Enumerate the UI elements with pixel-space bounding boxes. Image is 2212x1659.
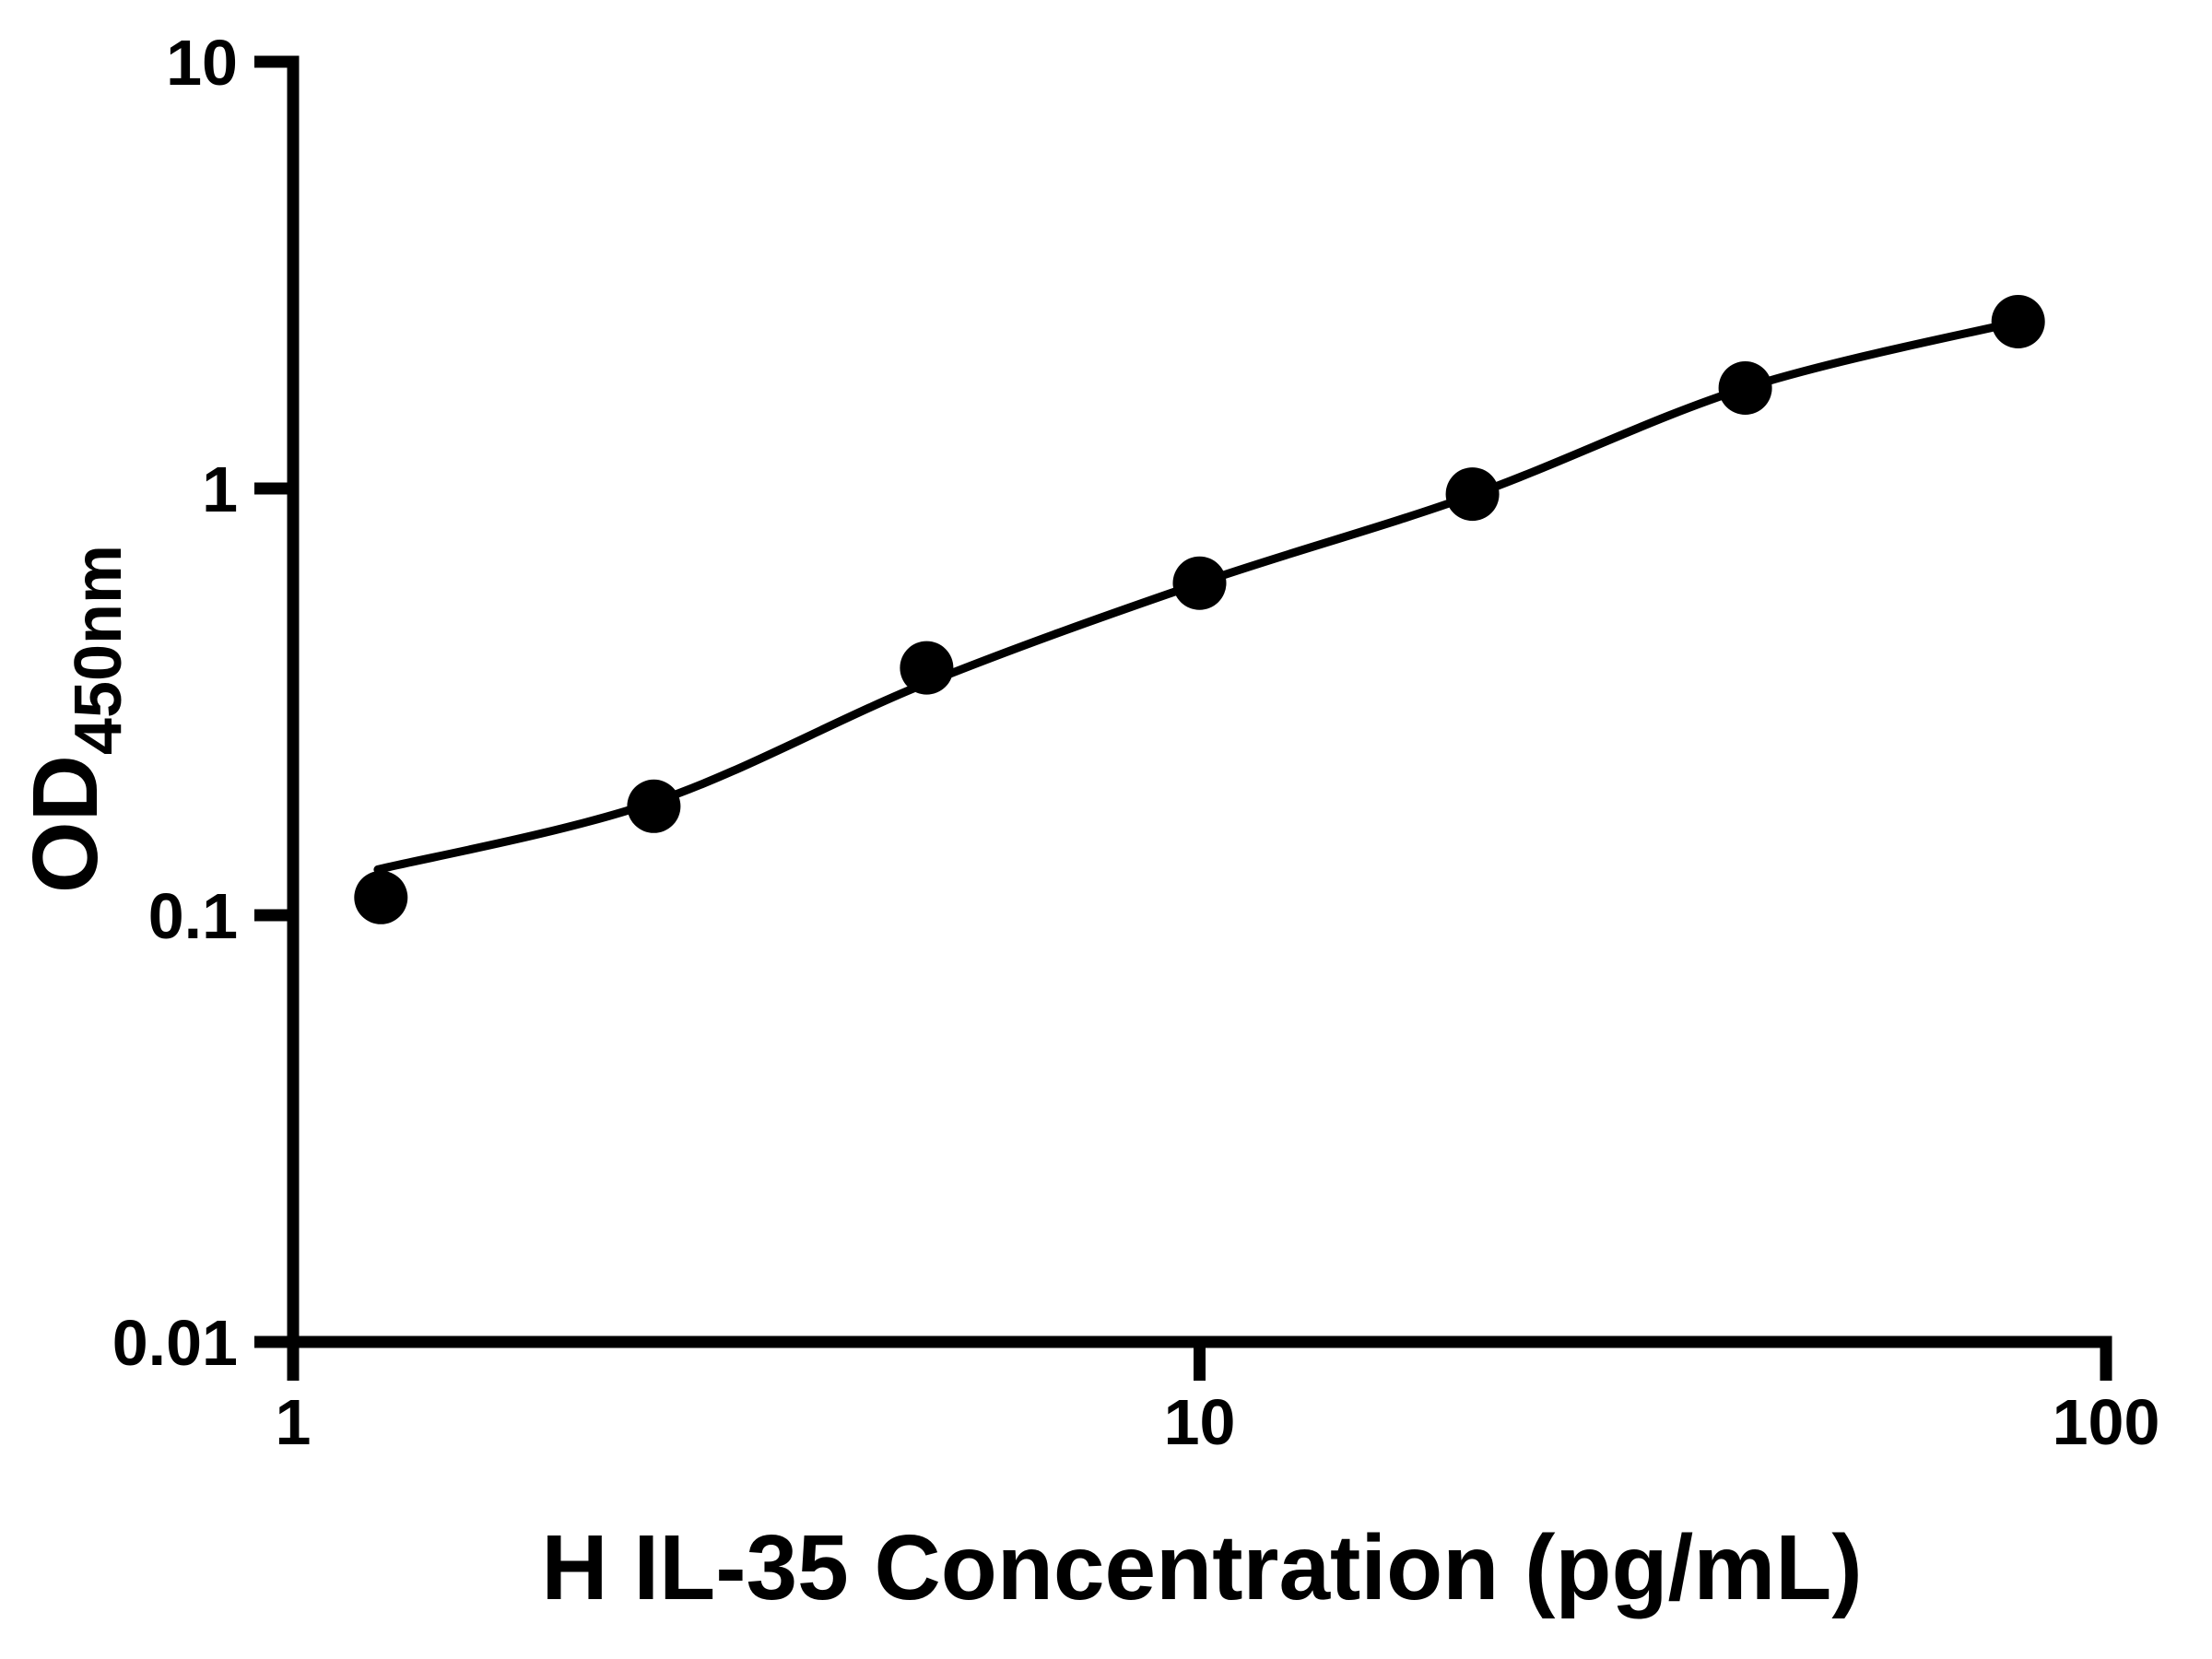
y-tick-label: 1	[202, 453, 238, 525]
x-ticks-layer	[287, 1342, 2112, 1381]
x-axis-title: H IL-35 Concentration (pg/mL)	[541, 1516, 1862, 1619]
y-tick-labels: 10 1 0.1 0.01	[112, 27, 238, 1379]
y-tick-label: 10	[166, 27, 238, 99]
data-point	[1445, 467, 1500, 522]
y-axis-title: OD450nm	[14, 545, 135, 893]
data-point	[354, 870, 408, 924]
y-axis-title-main: OD	[14, 755, 117, 893]
x-tick-labels: 1 10 100	[276, 1386, 2160, 1458]
y-ticks-layer	[254, 55, 293, 1348]
y-tick-label: 0.1	[148, 880, 238, 952]
x-tick-label: 100	[2053, 1386, 2160, 1458]
data-point	[1718, 361, 1772, 415]
x-tick-label: 1	[276, 1386, 312, 1458]
y-axis-title-subscript: 450nm	[62, 545, 135, 755]
data-point	[627, 779, 681, 833]
data-points-layer	[354, 295, 2045, 924]
axes-layer	[287, 55, 2112, 1348]
data-point	[1991, 295, 2045, 348]
data-point	[1172, 556, 1227, 610]
data-point	[900, 641, 954, 695]
y-tick-label: 0.01	[112, 1307, 238, 1379]
x-tick-label: 10	[1164, 1386, 1236, 1458]
